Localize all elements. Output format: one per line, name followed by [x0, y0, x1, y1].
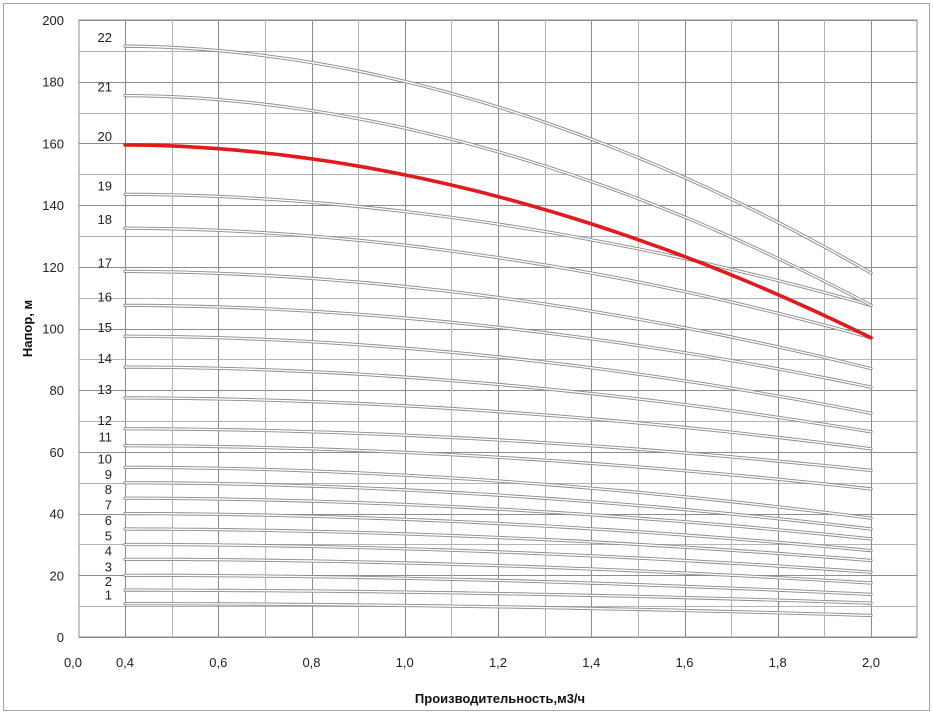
curve-label: 22 — [98, 30, 112, 45]
x-tick-label: 0,4 — [116, 655, 134, 670]
pump-curve-19 — [124, 193, 872, 307]
pump-curve-7 — [124, 512, 872, 552]
curve-label: 14 — [98, 351, 112, 366]
pump-curve-21 — [124, 94, 872, 307]
pump-curve-17 — [124, 270, 872, 370]
pump-curve-3 — [124, 574, 872, 596]
pump-curve-8 — [124, 497, 872, 540]
curve-label: 5 — [105, 529, 112, 544]
curve-label: 1 — [105, 588, 112, 603]
pump-curve-16 — [124, 304, 872, 388]
curve-label: 13 — [98, 382, 112, 397]
pump-curve-13 — [124, 397, 872, 450]
x-tick-label: 0,0 — [64, 655, 82, 670]
curve-label: 6 — [105, 513, 112, 528]
y-tick-label: 120 — [42, 260, 64, 275]
x-tick-label: 2,0 — [862, 655, 880, 670]
curve-label: 20 — [98, 129, 112, 144]
x-tick-label: 0,8 — [302, 655, 320, 670]
curve-label: 15 — [98, 320, 112, 335]
pump-curve-12 — [124, 428, 872, 472]
pump-curve-4 — [124, 558, 872, 584]
curve-label: 12 — [98, 413, 112, 428]
curve-label: 7 — [105, 498, 112, 513]
x-tick-label: 1,4 — [582, 655, 600, 670]
curve-label: 21 — [98, 80, 112, 95]
x-tick-label: 1,0 — [396, 655, 414, 670]
y-tick-label: 100 — [42, 322, 64, 337]
curve-label: 19 — [98, 178, 112, 193]
curve-label: 18 — [98, 212, 112, 227]
y-tick-label: 40 — [50, 507, 64, 522]
curve-label: 3 — [105, 559, 112, 574]
x-tick-label: 0,6 — [209, 655, 227, 670]
curve-label: 8 — [105, 482, 112, 497]
curve-label: 11 — [99, 430, 113, 445]
y-tick-label: 20 — [50, 568, 64, 583]
y-tick-label: 80 — [50, 383, 64, 398]
pump-curve-1 — [124, 603, 872, 617]
pump-curve-2 — [124, 589, 872, 604]
curves — [123, 44, 873, 617]
pump-curve-6 — [124, 528, 872, 562]
curve-label: 2 — [105, 574, 112, 589]
pump-curve-22 — [124, 45, 872, 274]
y-tick-label: 140 — [42, 198, 64, 213]
pump-curve-11 — [124, 445, 872, 490]
pump-curve-9 — [124, 482, 872, 530]
curve-label: 4 — [105, 543, 112, 558]
pump-curve-15 — [124, 335, 872, 414]
curve-label: 9 — [105, 467, 112, 482]
y-tick-label: 180 — [42, 75, 64, 90]
pump-curve-20 — [123, 143, 873, 340]
y-tick-label: 60 — [50, 445, 64, 460]
pump-curve-18 — [124, 227, 872, 339]
pump-curve-10 — [124, 466, 872, 519]
curve-label: 10 — [98, 451, 112, 466]
y-axis-title: Напор, м — [20, 300, 35, 357]
pump-curve-5 — [124, 543, 872, 573]
x-axis-title: Производительность,м3/ч — [415, 691, 585, 706]
x-tick-label: 1,8 — [769, 655, 787, 670]
curve-label: 17 — [98, 255, 112, 270]
y-tick-label: 200 — [42, 13, 64, 28]
pump-curve-14 — [124, 366, 872, 433]
x-tick-label: 1,2 — [489, 655, 507, 670]
y-tick-label: 0 — [57, 630, 64, 645]
curve-label: 16 — [98, 289, 112, 304]
x-tick-label: 1,6 — [675, 655, 693, 670]
y-tick-label: 160 — [42, 136, 64, 151]
